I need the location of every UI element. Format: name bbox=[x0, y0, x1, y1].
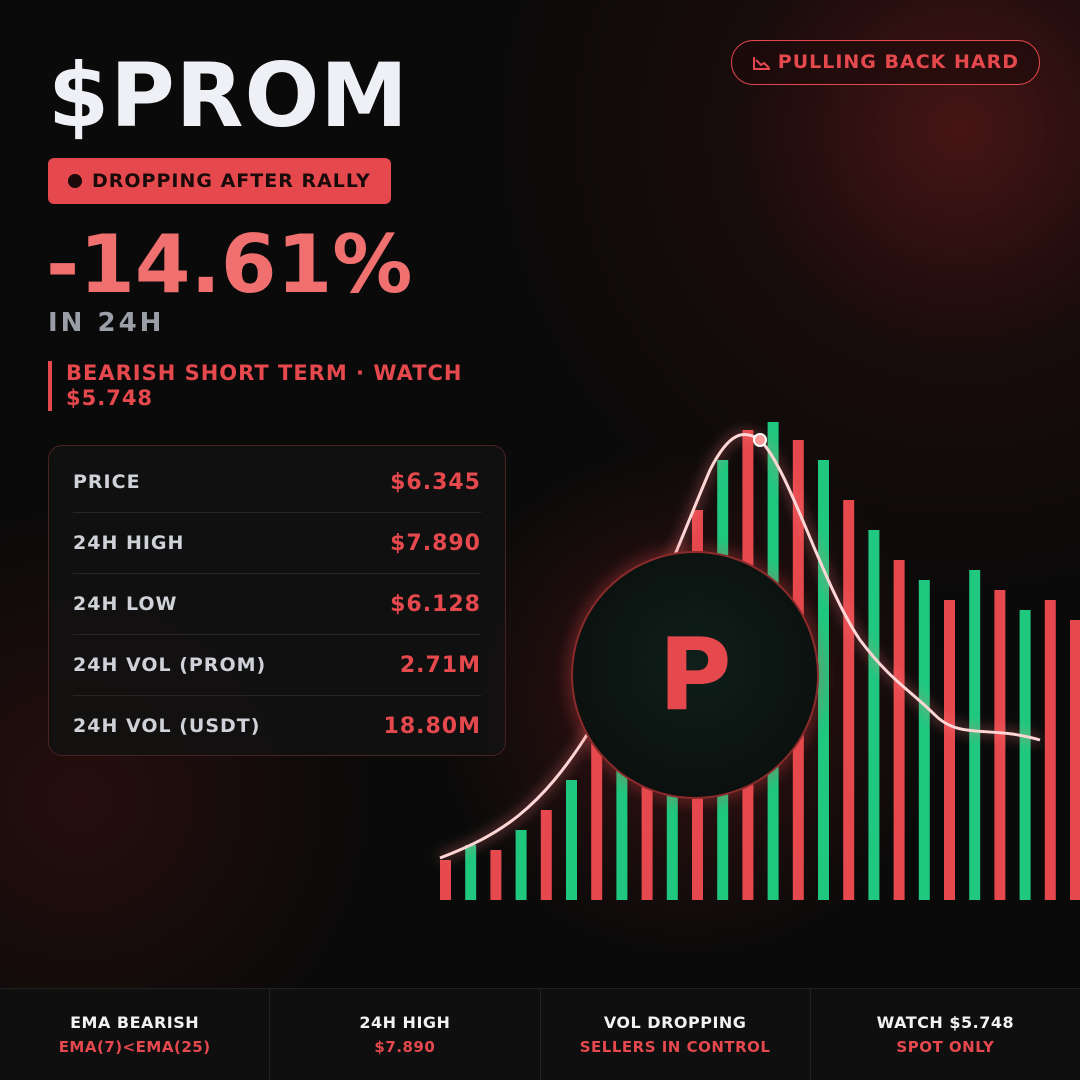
footer-cell: EMA BEARISH EMA(7)<EMA(25) bbox=[0, 989, 271, 1080]
status-text: DROPPING AFTER RALLY bbox=[92, 170, 371, 192]
stat-label: PRICE bbox=[73, 471, 141, 493]
period: IN 24H bbox=[48, 308, 165, 338]
decor-bar bbox=[1070, 620, 1080, 900]
stat-value: 18.80M bbox=[383, 713, 481, 739]
decor-bar bbox=[944, 600, 955, 900]
stat-row: PRICE $6.345 bbox=[73, 452, 481, 513]
stat-row: 24H VOL (PROM) 2.71M bbox=[73, 635, 481, 696]
footer-sub: SELLERS IN CONTROL bbox=[579, 1038, 771, 1056]
stat-value: 2.71M bbox=[399, 652, 481, 678]
decor-bar bbox=[918, 580, 930, 900]
trend-text: PULLING BACK HARD bbox=[777, 51, 1019, 73]
trend-dot bbox=[753, 433, 767, 447]
decor-bar bbox=[591, 740, 603, 900]
decor-bar bbox=[1044, 600, 1056, 900]
footer-cell: WATCH $5.748 SPOT ONLY bbox=[811, 989, 1080, 1080]
decor-bar bbox=[868, 530, 880, 900]
status-badge: DROPPING AFTER RALLY bbox=[48, 158, 391, 204]
stat-value: $6.345 bbox=[390, 469, 481, 495]
ticker: $PROM bbox=[48, 44, 409, 147]
decor-bar bbox=[843, 500, 855, 900]
stat-label: 24H HIGH bbox=[73, 532, 185, 554]
footer-sub: SPOT ONLY bbox=[896, 1038, 995, 1056]
stat-label: 24H LOW bbox=[73, 593, 178, 615]
footer-title: EMA BEARISH bbox=[70, 1013, 200, 1032]
footer: EMA BEARISH EMA(7)<EMA(25) 24H HIGH $7.890 V… bbox=[0, 988, 1080, 1080]
decor-bar bbox=[969, 570, 981, 900]
footer-title: WATCH $5.748 bbox=[876, 1013, 1015, 1032]
stat-row: 24H HIGH $7.890 bbox=[73, 513, 481, 574]
stat-row: 24H LOW $6.128 bbox=[73, 574, 481, 635]
stat-label: 24H VOL (PROM) bbox=[73, 654, 267, 676]
decor-bar bbox=[616, 700, 628, 900]
stat-label: 24H VOL (USDT) bbox=[73, 715, 261, 737]
decor-bar bbox=[566, 780, 577, 900]
footer-title: VOL DROPPING bbox=[603, 1013, 747, 1032]
decor-bar bbox=[465, 845, 477, 900]
note: BEARISH SHORT TERM · WATCH $5.748 bbox=[48, 361, 486, 411]
trend-pill: PULLING BACK HARD bbox=[730, 40, 1040, 85]
coin-letter: P bbox=[658, 617, 731, 734]
decor-bar bbox=[490, 850, 502, 900]
footer-sub: $7.890 bbox=[374, 1038, 436, 1056]
decor-bar bbox=[994, 590, 1006, 900]
trend-icon bbox=[752, 57, 770, 70]
decor-bar bbox=[893, 560, 905, 900]
decor-bar bbox=[540, 810, 552, 900]
stat-value: $6.128 bbox=[390, 591, 481, 617]
stat-value: $7.890 bbox=[390, 530, 481, 556]
decor-bar bbox=[515, 830, 527, 900]
change: -14.61% bbox=[46, 218, 413, 311]
stat-row: 24H VOL (USDT) 18.80M bbox=[73, 696, 481, 756]
coin bbox=[571, 551, 819, 799]
decor-bar bbox=[440, 860, 451, 900]
footer-title: 24H HIGH bbox=[359, 1013, 451, 1032]
decor-bar bbox=[1019, 610, 1031, 900]
stats-card: PRICE $6.345 24H HIGH $7.890 24H LOW $6.128 24… bbox=[48, 445, 506, 756]
footer-sub: EMA(7)<EMA(25) bbox=[58, 1038, 211, 1056]
footer-cell: 24H HIGH $7.890 bbox=[270, 989, 541, 1080]
footer-cell: VOL DROPPING SELLERS IN CONTROL bbox=[541, 989, 811, 1080]
